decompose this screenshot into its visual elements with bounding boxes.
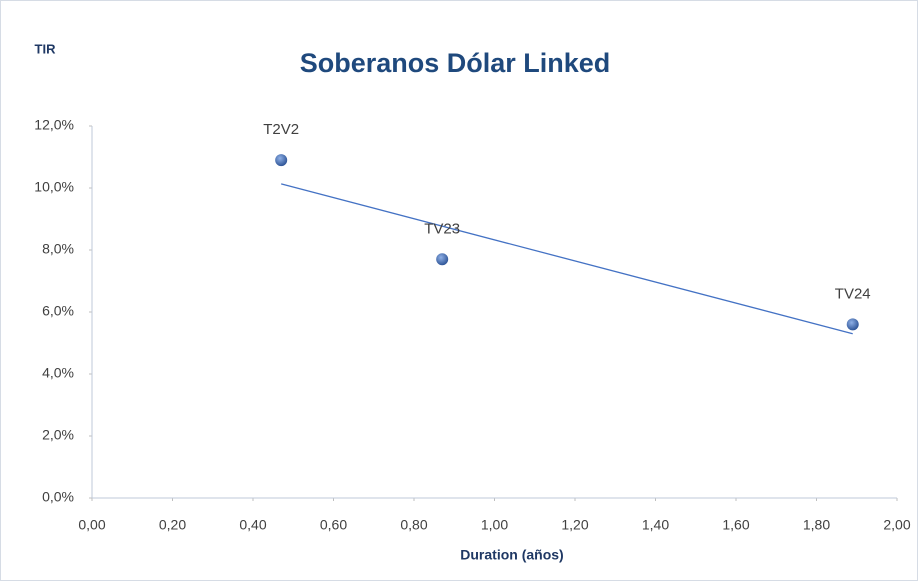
point (436, 253, 449, 266)
y-tick-label: 8,0% (42, 241, 74, 257)
y-axis-label: TIR (35, 41, 57, 56)
x-tick-label: 0,20 (159, 517, 186, 533)
x-tick-label: 0,80 (400, 517, 427, 533)
x-tick-label: 1,00 (481, 517, 508, 533)
point (846, 318, 859, 331)
x-tick-label: 1,80 (803, 517, 830, 533)
y-tick-label: 0,0% (42, 489, 74, 505)
chart-title: Soberanos Dólar Linked (300, 48, 611, 78)
x-tick-label: 0,00 (78, 517, 105, 533)
x-tick-label: 0,40 (239, 517, 266, 533)
y-tick-label: 10,0% (34, 179, 74, 195)
x-tick-label: 0,60 (320, 517, 347, 533)
trendline (281, 183, 853, 335)
y-tick-label: 2,0% (42, 427, 74, 443)
x-axis-label: Duration (años) (460, 547, 563, 563)
x-tick-label: 1,60 (722, 517, 749, 533)
x-tick-label: 1,40 (642, 517, 669, 533)
y-tick-label: 4,0% (42, 365, 74, 381)
point (275, 154, 288, 167)
x-tick-label: 2,00 (883, 517, 910, 533)
y-tick-label: 12,0% (34, 117, 74, 133)
point-label: T2V2 (263, 121, 299, 138)
y-tick-label: 6,0% (42, 303, 74, 319)
x-tick-label: 1,20 (561, 517, 588, 533)
point-label: TV23 (424, 220, 460, 237)
point-label: TV24 (835, 285, 871, 302)
